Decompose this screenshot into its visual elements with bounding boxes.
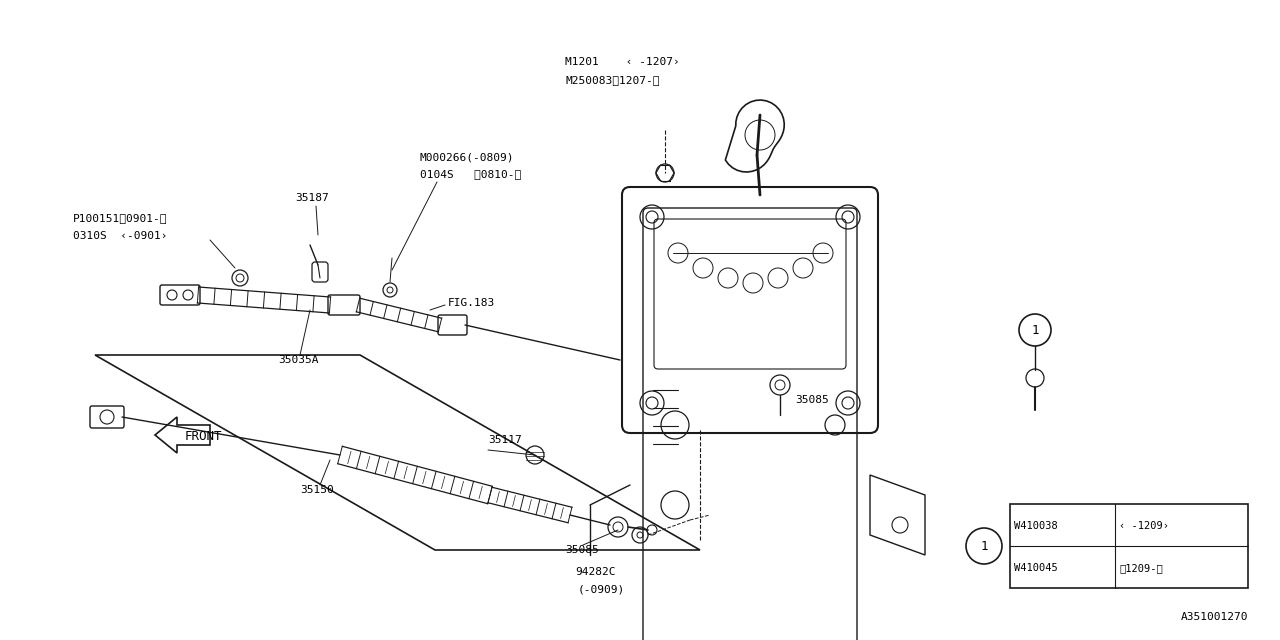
Text: 35117: 35117 xyxy=(488,435,522,445)
Text: 〲1209-〳: 〲1209-〳 xyxy=(1119,563,1162,573)
Text: 35035A: 35035A xyxy=(278,355,319,365)
Text: W410045: W410045 xyxy=(1014,563,1057,573)
Text: (-0909): (-0909) xyxy=(579,585,625,595)
Text: M250083〒1207-〓: M250083〒1207-〓 xyxy=(564,75,659,85)
Text: 0104S   〲0810-〳: 0104S 〲0810-〳 xyxy=(420,169,521,179)
Text: 1: 1 xyxy=(980,540,988,552)
Text: 35150: 35150 xyxy=(300,485,334,495)
Bar xyxy=(1010,504,1248,588)
Text: M1201    ‹ -1207›: M1201 ‹ -1207› xyxy=(564,57,680,67)
Text: P100151〲0901-〳: P100151〲0901-〳 xyxy=(73,213,168,223)
Text: 35085: 35085 xyxy=(795,395,828,405)
Text: 1: 1 xyxy=(1032,323,1039,337)
Text: ‹ -1209›: ‹ -1209› xyxy=(1119,521,1169,531)
Text: FIG.183: FIG.183 xyxy=(448,298,495,308)
Text: 35085: 35085 xyxy=(564,545,599,555)
Text: 94282C: 94282C xyxy=(575,567,616,577)
Text: 35187: 35187 xyxy=(294,193,329,203)
Text: M000266(-0809): M000266(-0809) xyxy=(420,152,515,162)
Text: 0310S  ‹-0901›: 0310S ‹-0901› xyxy=(73,231,168,241)
Text: W410038: W410038 xyxy=(1014,521,1057,531)
Text: FRONT: FRONT xyxy=(186,431,223,444)
Text: A351001270: A351001270 xyxy=(1180,612,1248,622)
